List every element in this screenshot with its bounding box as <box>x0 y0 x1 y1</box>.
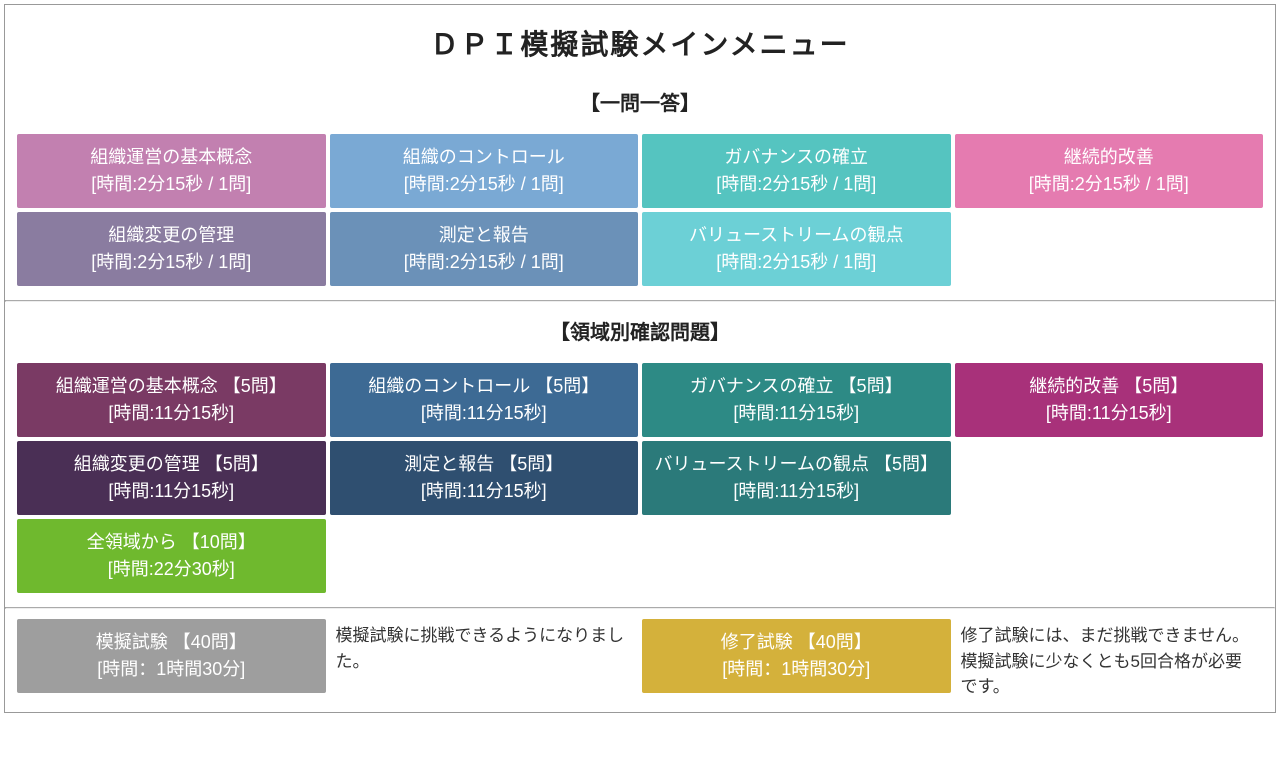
tile-sub: [時間:2分15秒 / 1問] <box>338 171 631 198</box>
section1-tile-2[interactable]: ガバナンスの確立[時間:2分15秒 / 1問] <box>642 134 951 208</box>
tile-sub: [時間：1時間30分] <box>25 656 318 683</box>
tile-sub: [時間:11分15秒] <box>650 400 943 427</box>
section1-tile-4[interactable]: 組織変更の管理[時間:2分15秒 / 1問] <box>17 212 326 286</box>
tile-sub: [時間:11分15秒] <box>338 478 631 505</box>
tile-title: 模擬試験 【40問】 <box>25 629 318 656</box>
tile-title: バリューストリームの観点 <box>650 222 943 249</box>
tile-title: 修了試験 【40問】 <box>650 629 943 656</box>
section1-tile-0[interactable]: 組織運営の基本概念[時間:2分15秒 / 1問] <box>17 134 326 208</box>
section1-header: 【一問一答】 <box>5 73 1275 134</box>
tile-sub: [時間:2分15秒 / 1問] <box>25 249 318 276</box>
tile-title: 組織のコントロール <box>338 144 631 171</box>
tile-sub: [時間:11分15秒] <box>963 400 1256 427</box>
tile-sub: [時間:2分15秒 / 1問] <box>650 171 943 198</box>
section2-tile-8[interactable]: 全領域から 【10問】[時間:22分30秒] <box>17 519 326 593</box>
tile-title: 組織変更の管理 <box>25 222 318 249</box>
section2-tile-3[interactable]: 継続的改善 【5問】[時間:11分15秒] <box>955 363 1264 437</box>
section2-tile-5[interactable]: 測定と報告 【5問】[時間:11分15秒] <box>330 441 639 515</box>
section2-grid: 組織運営の基本概念 【5問】[時間:11分15秒]組織のコントロール 【5問】[… <box>5 363 1275 607</box>
section2-tile-1[interactable]: 組織のコントロール 【5問】[時間:11分15秒] <box>330 363 639 437</box>
section1-tile-1[interactable]: 組織のコントロール[時間:2分15秒 / 1問] <box>330 134 639 208</box>
tile-title: 測定と報告 <box>338 222 631 249</box>
tile-title: バリューストリームの観点 【5問】 <box>650 451 943 478</box>
final-exam-button[interactable]: 修了試験 【40問】 [時間：1時間30分] <box>642 619 951 693</box>
section1-grid: 組織運営の基本概念[時間:2分15秒 / 1問]組織のコントロール[時間:2分1… <box>5 134 1275 300</box>
tile-sub: [時間:2分15秒 / 1問] <box>963 171 1256 198</box>
bottom-row: 模擬試験 【40問】 [時間：1時間30分] 模擬試験に挑戦できるようになりまし… <box>5 609 1275 712</box>
final-exam-note: 修了試験には、まだ挑戦できません。模擬試験に少なくとも5回合格が必要です。 <box>955 619 1264 700</box>
tile-sub: [時間:22分30秒] <box>25 556 318 583</box>
main-container: ＤＰＩ模擬試験メインメニュー 【一問一答】 組織運営の基本概念[時間:2分15秒… <box>4 4 1276 713</box>
section2-header: 【領域別確認問題】 <box>5 302 1275 363</box>
tile-sub: [時間:11分15秒] <box>25 478 318 505</box>
tile-title: 組織運営の基本概念 <box>25 144 318 171</box>
tile-sub: [時間:2分15秒 / 1問] <box>650 249 943 276</box>
tile-title: 継続的改善 【5問】 <box>963 373 1256 400</box>
tile-title: 組織変更の管理 【5問】 <box>25 451 318 478</box>
section2-tile-6[interactable]: バリューストリームの観点 【5問】[時間:11分15秒] <box>642 441 951 515</box>
tile-title: 継続的改善 <box>963 144 1256 171</box>
tile-title: 組織運営の基本概念 【5問】 <box>25 373 318 400</box>
tile-sub: [時間:11分15秒] <box>25 400 318 427</box>
section1-tile-3[interactable]: 継続的改善[時間:2分15秒 / 1問] <box>955 134 1264 208</box>
section1-tile-5[interactable]: 測定と報告[時間:2分15秒 / 1問] <box>330 212 639 286</box>
section1-tile-6[interactable]: バリューストリームの観点[時間:2分15秒 / 1問] <box>642 212 951 286</box>
tile-title: 測定と報告 【5問】 <box>338 451 631 478</box>
tile-title: 組織のコントロール 【5問】 <box>338 373 631 400</box>
tile-sub: [時間：1時間30分] <box>650 656 943 683</box>
tile-title: ガバナンスの確立 <box>650 144 943 171</box>
tile-title: 全領域から 【10問】 <box>25 529 318 556</box>
mock-exam-button[interactable]: 模擬試験 【40問】 [時間：1時間30分] <box>17 619 326 693</box>
page-title: ＤＰＩ模擬試験メインメニュー <box>5 5 1275 73</box>
tile-sub: [時間:2分15秒 / 1問] <box>338 249 631 276</box>
tile-title: ガバナンスの確立 【5問】 <box>650 373 943 400</box>
section2-tile-4[interactable]: 組織変更の管理 【5問】[時間:11分15秒] <box>17 441 326 515</box>
section2-tile-2[interactable]: ガバナンスの確立 【5問】[時間:11分15秒] <box>642 363 951 437</box>
mock-exam-note: 模擬試験に挑戦できるようになりました。 <box>330 619 639 674</box>
tile-sub: [時間:11分15秒] <box>650 478 943 505</box>
section2-tile-0[interactable]: 組織運営の基本概念 【5問】[時間:11分15秒] <box>17 363 326 437</box>
tile-sub: [時間:2分15秒 / 1問] <box>25 171 318 198</box>
tile-sub: [時間:11分15秒] <box>338 400 631 427</box>
